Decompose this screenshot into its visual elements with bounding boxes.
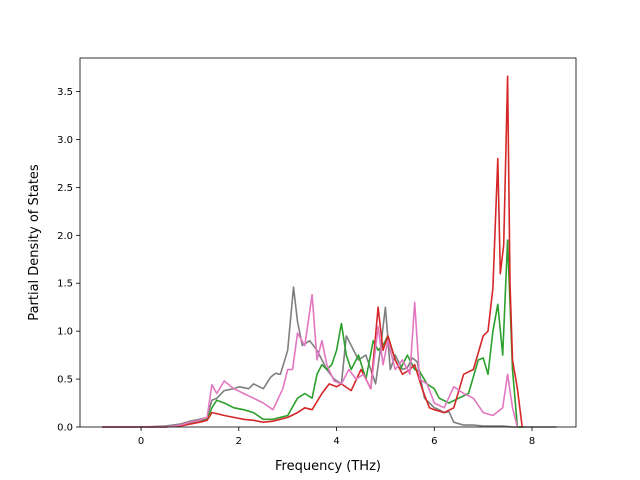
y-axis-ticks: 0.0 0.5 1.0 1.5 2.0 2.5 3.0 3.5 (57, 87, 80, 434)
series-line-3 (102, 293, 519, 428)
series-line-0 (102, 286, 557, 428)
y-tick-label: 0.5 (57, 375, 73, 386)
y-tick-label: 1.5 (57, 279, 73, 290)
y-tick-label: 1.0 (57, 327, 73, 338)
series-line-1 (102, 239, 523, 428)
y-axis-label: Partial Density of States (27, 164, 42, 321)
x-tick-label: 2 (236, 436, 242, 447)
plot-frame (79, 57, 577, 428)
series-line-2 (102, 75, 523, 428)
y-tick-label: 2.0 (57, 231, 73, 242)
y-tick-label: 2.5 (57, 183, 73, 194)
y-tick-label: 0.0 (57, 423, 73, 434)
series-layer (102, 75, 557, 428)
x-tick-label: 6 (431, 436, 437, 447)
x-tick-label: 8 (529, 436, 535, 447)
y-tick-label: 3.5 (57, 87, 73, 98)
x-tick-label: 0 (138, 436, 144, 447)
x-tick-label: 4 (333, 436, 339, 447)
y-tick-label: 3.0 (57, 135, 73, 146)
x-axis-label: Frequency (THz) (275, 459, 381, 474)
x-axis-ticks: 0 2 4 6 8 (138, 427, 535, 447)
